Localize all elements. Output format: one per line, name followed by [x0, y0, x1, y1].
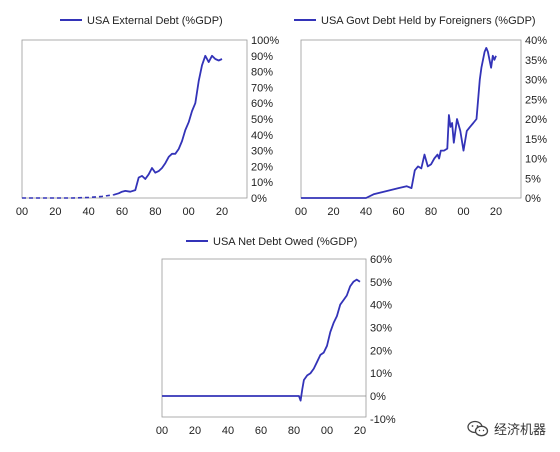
x-tick-label: 00 — [156, 425, 168, 437]
series-line — [301, 47, 497, 199]
x-tick-label: 00 — [183, 206, 195, 218]
x-tick-label: 20 — [327, 206, 339, 218]
series-govt-debt-foreigners — [301, 47, 497, 199]
y-tick-label: 50% — [251, 114, 273, 126]
y-tick-label: 35% — [525, 55, 547, 67]
y-tick-label: 10% — [370, 368, 392, 380]
x-tick-label: 60 — [255, 425, 267, 437]
watermark: 经济机器 — [467, 419, 546, 438]
y-tick-label: 100% — [251, 35, 279, 47]
y-tick-label: 50% — [370, 277, 392, 289]
y-axis-ticks: -10% 0% 10% 20% 30% 40% 50% 60% — [370, 254, 396, 426]
y-axis-ticks: 0% 5% 10% 15% 20% 25% 30% 35% 40% — [525, 35, 547, 205]
x-tick-label: 00 — [457, 206, 469, 218]
x-axis-ticks: 00 20 40 60 80 00 20 — [16, 206, 228, 218]
y-axis-ticks: 0% 10% 20% 30% 40% 50% 60% 70% 80% 90% 100% — [251, 35, 279, 205]
x-tick-label: 00 — [295, 206, 307, 218]
y-tick-label: 5% — [525, 173, 541, 185]
y-tick-label: 10% — [525, 154, 547, 166]
plot-frame — [161, 258, 367, 418]
x-axis-ticks: 00 20 40 60 80 00 20 — [295, 206, 502, 218]
y-tick-label: 60% — [251, 98, 273, 110]
x-axis-ticks: 00 20 40 60 80 00 20 — [156, 425, 366, 437]
x-tick-label: 20 — [490, 206, 502, 218]
y-tick-label: 25% — [525, 94, 547, 106]
y-tick-label: 30% — [525, 75, 547, 87]
y-tick-label: 30% — [251, 146, 273, 158]
x-tick-label: 60 — [392, 206, 404, 218]
x-tick-label: 40 — [222, 425, 234, 437]
chart-external-debt: USA External Debt (%GDP) 0% 10% 20% 30% 40% 5… — [16, 15, 279, 218]
y-tick-label: 40% — [370, 300, 392, 312]
y-tick-label: 90% — [251, 51, 273, 63]
y-tick-label: 0% — [251, 193, 267, 205]
legend-label-govt-debt: USA Govt Debt Held by Foreigners (%GDP) — [321, 15, 536, 27]
y-tick-label: 0% — [525, 193, 541, 205]
y-tick-label: 15% — [525, 134, 547, 146]
y-tick-label: 40% — [525, 35, 547, 47]
y-tick-label: 10% — [251, 177, 273, 189]
x-tick-label: 80 — [425, 206, 437, 218]
wechat-icon — [467, 420, 489, 436]
chart-govt-debt-foreigners: USA Govt Debt Held by Foreigners (%GDP) … — [294, 15, 547, 218]
y-tick-label: -10% — [370, 414, 396, 426]
x-tick-label: 40 — [360, 206, 372, 218]
legend-label-external-debt: USA External Debt (%GDP) — [87, 15, 223, 27]
y-tick-label: 70% — [251, 82, 273, 94]
x-tick-label: 00 — [16, 206, 28, 218]
x-tick-label: 20 — [49, 206, 61, 218]
x-tick-label: 80 — [149, 206, 161, 218]
y-tick-label: 80% — [251, 67, 273, 79]
series-net-debt-owed — [162, 278, 366, 402]
x-tick-label: 40 — [83, 206, 95, 218]
plot-frame — [21, 39, 248, 199]
series-line — [113, 54, 223, 196]
series-line — [162, 278, 361, 402]
series-external-debt — [22, 54, 223, 199]
x-tick-label: 80 — [288, 425, 300, 437]
y-tick-label: 0% — [370, 391, 386, 403]
y-tick-label: 40% — [251, 130, 273, 142]
x-tick-label: 20 — [189, 425, 201, 437]
y-tick-label: 20% — [370, 345, 392, 357]
x-tick-label: 20 — [216, 206, 228, 218]
y-tick-label: 20% — [251, 161, 273, 173]
y-tick-label: 60% — [370, 254, 392, 266]
legend-label-net-debt: USA Net Debt Owed (%GDP) — [213, 236, 357, 248]
y-tick-label: 20% — [525, 114, 547, 126]
series-line-dashed — [22, 194, 114, 199]
x-tick-label: 00 — [321, 425, 333, 437]
chart-net-debt-owed: USA Net Debt Owed (%GDP) -10% 0% 10% 20% 30%… — [156, 236, 396, 437]
plot-frame — [300, 39, 522, 199]
y-tick-label: 30% — [370, 323, 392, 335]
x-tick-label: 20 — [354, 425, 366, 437]
watermark-text: 经济机器 — [493, 423, 546, 438]
x-tick-label: 60 — [116, 206, 128, 218]
